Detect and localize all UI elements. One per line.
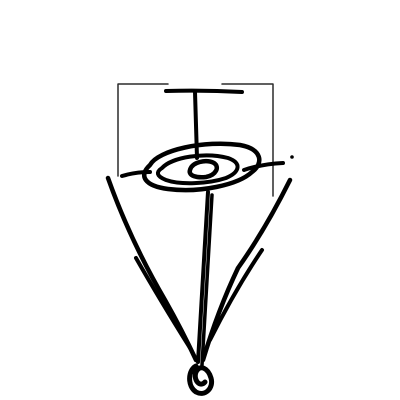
frame-left-line xyxy=(117,83,169,177)
t-crossbar xyxy=(164,88,244,160)
right-leg xyxy=(200,177,293,363)
right-leg-stroke-a xyxy=(200,177,293,363)
disc-dot xyxy=(290,155,294,159)
crossbar-line xyxy=(164,88,244,94)
disc-right-tail xyxy=(242,161,285,172)
left-leg xyxy=(105,175,199,363)
post-line-a xyxy=(196,190,210,364)
base-knot xyxy=(187,363,215,396)
base-knot-loop xyxy=(187,363,215,396)
left-leg-stroke-b xyxy=(134,256,192,350)
spiral-disc xyxy=(120,141,294,193)
upper-stem xyxy=(193,90,199,160)
frame-bracket xyxy=(117,83,274,197)
frame-right-line xyxy=(221,83,274,197)
disc-mid-ring xyxy=(155,153,240,186)
center-post xyxy=(196,190,214,367)
post-line-b xyxy=(200,193,214,367)
disc-inner-swirl xyxy=(187,159,219,180)
disc-outer-ring xyxy=(142,141,262,193)
disc-left-tail xyxy=(120,170,152,178)
right-leg-stroke-b xyxy=(208,248,264,342)
